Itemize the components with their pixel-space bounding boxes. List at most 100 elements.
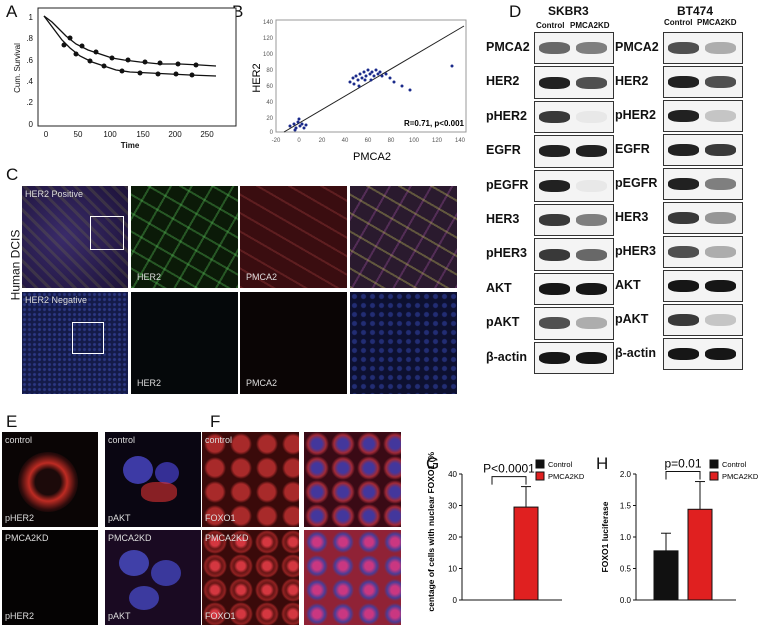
a-ytick: .2 bbox=[26, 98, 33, 107]
blot-strip bbox=[663, 32, 743, 64]
bar-pmca2kd bbox=[513, 506, 539, 601]
b-xtick: 140 bbox=[455, 138, 466, 144]
blot-band bbox=[576, 76, 607, 89]
y-tick-label: 0.0 bbox=[620, 596, 632, 605]
blot-band bbox=[705, 178, 736, 190]
blot-label: pHER2 bbox=[486, 108, 527, 123]
h-bar-chart: 0.0 0.5 1.0 1.5 2.0 FOXO1 luciferase p=0.01 Con… bbox=[600, 457, 758, 605]
a-ylabel: Cum. Survival bbox=[13, 43, 22, 93]
c-her2-positive-overlay-image bbox=[350, 186, 457, 288]
a-ytick: .4 bbox=[26, 77, 33, 86]
blot-label: pAKT bbox=[615, 312, 649, 326]
blot-strip bbox=[663, 202, 743, 234]
blot-band bbox=[576, 282, 607, 295]
panel-label-b: B bbox=[232, 2, 244, 21]
bar-pmca2kd bbox=[687, 508, 713, 601]
c-caption-her2-negative: HER2 Negative bbox=[25, 295, 88, 305]
b-xtick: 40 bbox=[342, 138, 349, 144]
blot-label: HER2 bbox=[615, 74, 649, 88]
c-her2-positive-green-image: HER2 bbox=[131, 186, 238, 288]
c-caption-her2: HER2 bbox=[137, 272, 162, 282]
a-xtick: 200 bbox=[168, 130, 182, 139]
a-ytick: .8 bbox=[26, 34, 33, 43]
panel-label-g: G bbox=[426, 454, 440, 473]
f-control-caption: control bbox=[205, 435, 233, 445]
b-ytick: 60 bbox=[266, 84, 273, 90]
b-ytick: 140 bbox=[263, 20, 274, 26]
c-zoom-box bbox=[90, 216, 124, 250]
a-xtick: 100 bbox=[103, 130, 117, 139]
b-ytick: 40 bbox=[266, 100, 273, 106]
blot-band bbox=[705, 212, 736, 224]
d-skbr3-pmca2kd-label: PMCA2KD bbox=[570, 21, 610, 30]
blot-band bbox=[576, 179, 607, 192]
blot-strip bbox=[534, 238, 614, 271]
b-xtick: 60 bbox=[365, 138, 372, 144]
b-xtick: 120 bbox=[432, 138, 443, 144]
blot-band bbox=[705, 42, 736, 54]
blot-band bbox=[668, 348, 699, 360]
a-xtick: 50 bbox=[74, 130, 83, 139]
legend-label: Control bbox=[722, 460, 747, 469]
blot-strip bbox=[663, 270, 743, 302]
b-ytick: 20 bbox=[266, 116, 273, 122]
blot-band bbox=[576, 214, 607, 227]
legend-label: PMCA2KD bbox=[548, 472, 585, 481]
blot-band bbox=[705, 348, 736, 360]
blot-strip bbox=[663, 168, 743, 200]
blot-label: AKT bbox=[615, 278, 641, 292]
c-her2-negative-merge-image: HER2 Negative bbox=[22, 292, 128, 394]
panel-label-e: E bbox=[6, 412, 18, 431]
blot-label: β-actin bbox=[486, 349, 527, 364]
blot-band bbox=[668, 280, 699, 292]
b-xlabel: PMCA2 bbox=[353, 151, 391, 163]
blot-band bbox=[539, 214, 570, 227]
blot-band bbox=[668, 76, 699, 88]
blot-band bbox=[576, 248, 607, 261]
a-ytick: .6 bbox=[26, 56, 33, 65]
d-skbr3-title: SKBR3 bbox=[548, 4, 589, 18]
blot-band bbox=[668, 178, 699, 190]
b-ylabel: HER2 bbox=[251, 63, 263, 92]
c-zoom-box bbox=[72, 322, 104, 354]
c-caption-her2-positive: HER2 Positive bbox=[25, 189, 84, 199]
blot-strip bbox=[534, 307, 614, 340]
b-xtick: 20 bbox=[319, 138, 326, 144]
blot-label: HER3 bbox=[486, 212, 520, 226]
g-bar-chart: 0 10 20 30 40 percentage of cells with nuclea… bbox=[426, 452, 585, 612]
blot-strip bbox=[534, 32, 614, 65]
blot-band bbox=[539, 317, 570, 330]
y-tick-label: 1.5 bbox=[620, 502, 632, 511]
legend-swatch bbox=[535, 471, 545, 481]
blot-band bbox=[539, 145, 570, 158]
blot-strip bbox=[534, 135, 614, 168]
a-xtick: 150 bbox=[136, 130, 150, 139]
c-her2-positive-merge-image: HER2 Positive bbox=[22, 186, 128, 288]
significance-label: p=0.01 bbox=[664, 457, 701, 471]
blot-band bbox=[539, 351, 570, 364]
y-axis-label: FOXO1 luciferase bbox=[600, 501, 610, 572]
blot-strip bbox=[663, 134, 743, 166]
e-pmca2kd-pakt-image: PMCA2KD pAKT bbox=[105, 530, 201, 625]
blot-band bbox=[539, 76, 570, 89]
blot-band bbox=[576, 351, 607, 364]
blot-band bbox=[539, 110, 570, 123]
significance-label: P<0.0001 bbox=[483, 462, 535, 476]
y-tick-label: 1.0 bbox=[620, 533, 632, 542]
e-pmca2kd-pher2-image: PMCA2KD pHER2 bbox=[2, 530, 98, 625]
blot-band bbox=[539, 42, 570, 55]
e-control-caption: control bbox=[108, 435, 136, 445]
blot-label: EGFR bbox=[615, 142, 650, 156]
blot-band bbox=[668, 246, 699, 258]
b-ytick: 80 bbox=[266, 68, 273, 74]
legend-swatch bbox=[709, 471, 719, 481]
blot-strip bbox=[534, 169, 614, 202]
d-bt474-control-label: Control bbox=[664, 18, 693, 27]
b-xtick: 0 bbox=[297, 138, 301, 144]
significance-bracket bbox=[665, 471, 701, 480]
e-pmca2kd-caption: PMCA2KD bbox=[5, 533, 49, 543]
bar-control bbox=[653, 550, 679, 601]
d-bt474-pmca2kd-label: PMCA2KD bbox=[697, 18, 737, 27]
blot-band bbox=[668, 212, 699, 224]
d-skbr3-control-label: Control bbox=[536, 21, 565, 30]
